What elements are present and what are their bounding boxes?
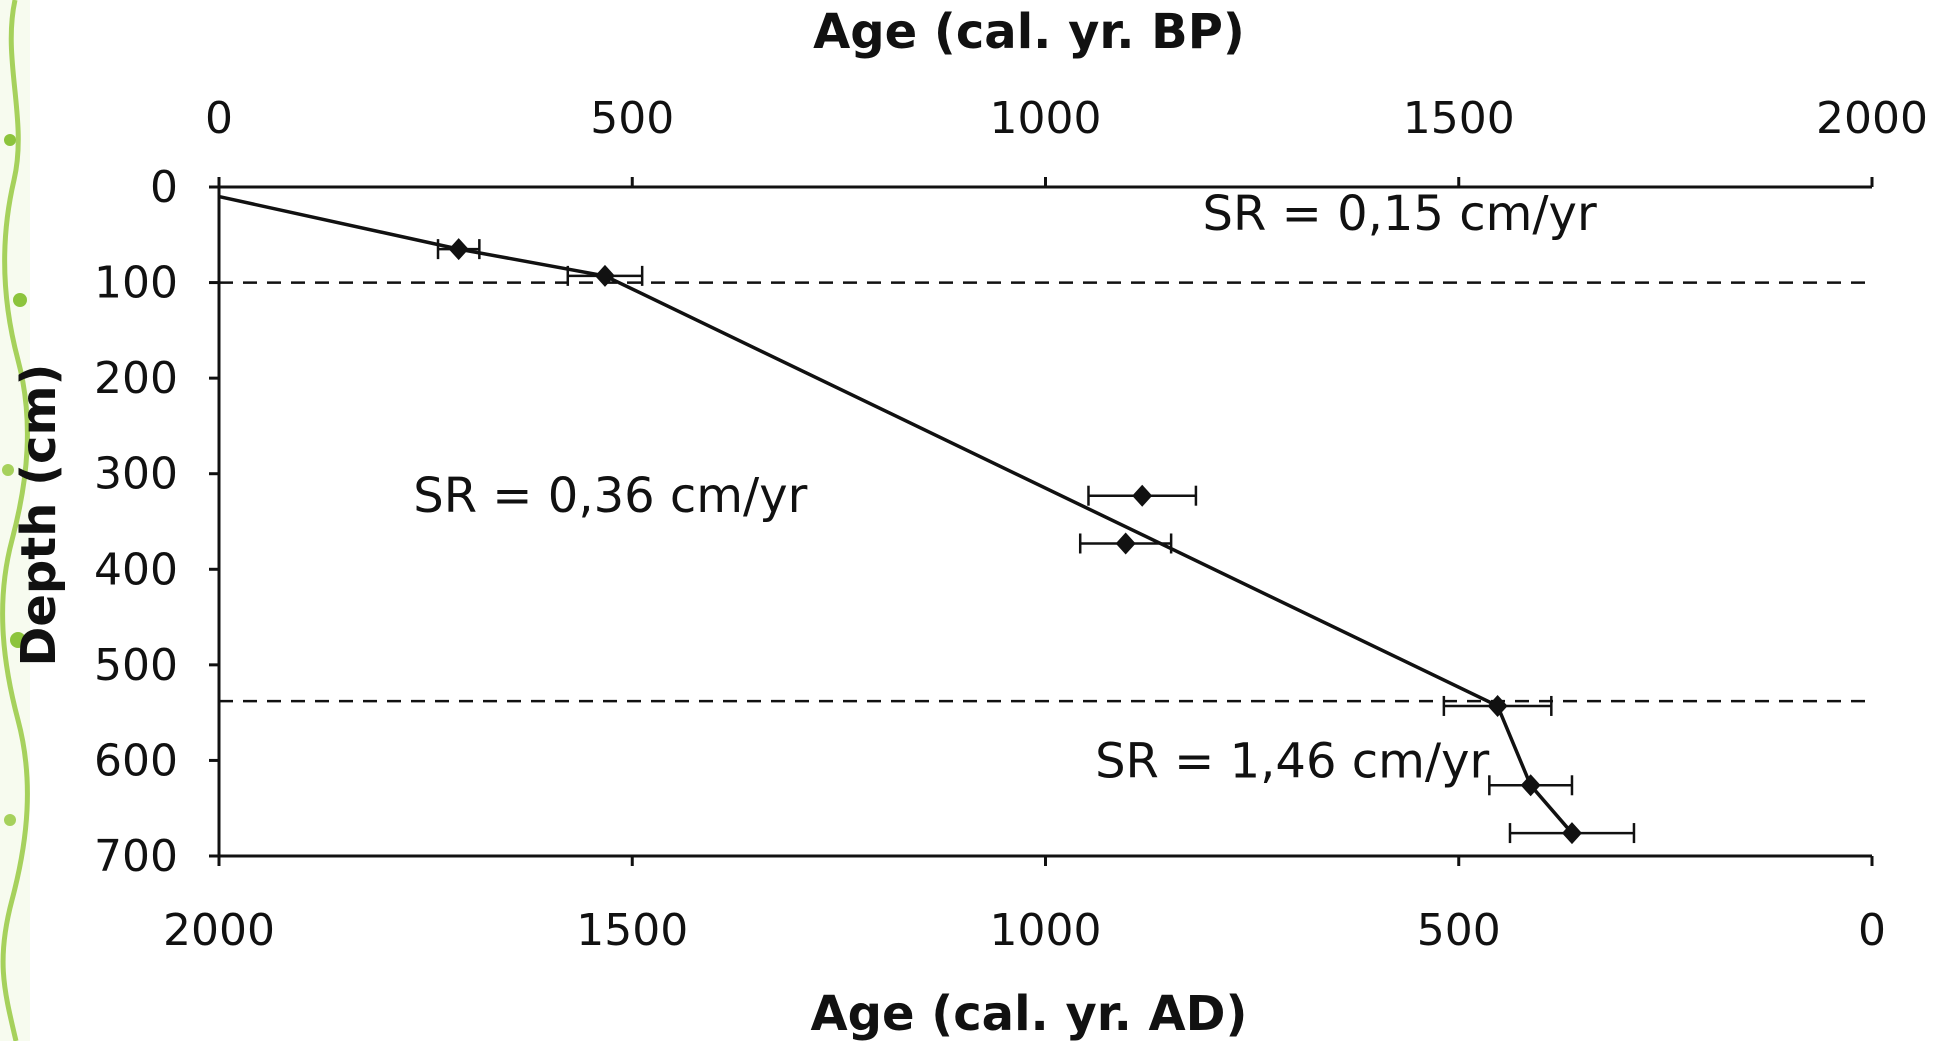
data-point-marker [594, 264, 615, 287]
sedimentation-rate-annotations: SR = 0,15 cm/yr SR = 0,36 cm/yr SR = 1,46 … [413, 186, 1597, 790]
bottom-tick-label: 1500 [576, 905, 688, 956]
top-axis-ticks: 0 500 1000 1500 2000 [205, 93, 1928, 187]
top-axis-title: Age (cal. yr. BP) [813, 4, 1245, 60]
data-point-marker [1561, 822, 1582, 845]
y-axis-title: Depth (cm) [11, 364, 67, 667]
data-point-marker [1132, 484, 1153, 507]
y-axis-ticks: 0 100 200 300 400 500 600 700 [94, 162, 219, 882]
bottom-tick-label: 1000 [990, 905, 1102, 956]
bottom-axis-title: Age (cal. yr. AD) [811, 986, 1248, 1041]
bottom-tick-label: 0 [1858, 905, 1886, 956]
y-tick-label: 500 [94, 640, 178, 691]
top-tick-label: 500 [590, 93, 674, 144]
data-point-marker [448, 238, 469, 261]
decorative-swirl-border [0, 0, 30, 1041]
data-point-marker [1520, 774, 1541, 797]
y-tick-label: 100 [94, 258, 178, 309]
y-tick-label: 0 [150, 162, 178, 213]
sr-annotation: SR = 0,36 cm/yr [413, 468, 807, 524]
y-tick-label: 700 [94, 831, 178, 882]
bottom-axis-ticks: 2000 1500 1000 500 0 [163, 856, 1886, 956]
top-tick-label: 1500 [1403, 93, 1515, 144]
y-tick-label: 300 [94, 449, 178, 500]
data-points [436, 238, 1636, 845]
bottom-tick-label: 500 [1417, 905, 1501, 956]
top-tick-label: 2000 [1816, 93, 1928, 144]
top-tick-label: 1000 [990, 93, 1102, 144]
bottom-tick-label: 2000 [163, 905, 275, 956]
y-tick-label: 400 [94, 544, 178, 595]
sr-annotation: SR = 1,46 cm/yr [1095, 734, 1489, 790]
age-model-line [218, 194, 1574, 835]
data-point-marker [1115, 532, 1136, 555]
top-tick-label: 0 [205, 93, 233, 144]
y-tick-label: 200 [94, 353, 178, 404]
sr-annotation: SR = 0,15 cm/yr [1203, 186, 1597, 242]
zone-boundaries [219, 281, 1872, 703]
data-point-marker [1487, 694, 1508, 717]
y-tick-label: 600 [94, 735, 178, 786]
age-model [218, 194, 1574, 835]
